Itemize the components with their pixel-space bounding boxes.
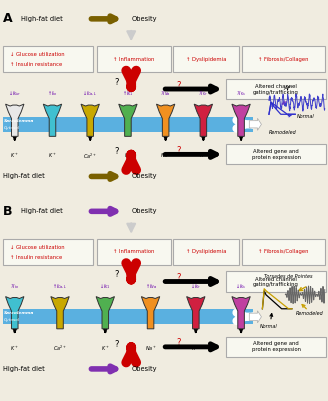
Bar (226, 79, 326, 99)
Text: $K^+$: $K^+$ (124, 152, 132, 160)
Bar (242, 239, 325, 265)
Text: High-fat diet: High-fat diet (21, 209, 63, 214)
Text: Cytosol: Cytosol (4, 318, 20, 322)
Text: ?: ? (176, 273, 181, 282)
Polygon shape (141, 297, 160, 329)
Polygon shape (81, 104, 99, 136)
Bar (173, 46, 239, 72)
Text: $Ca^{2+}$: $Ca^{2+}$ (53, 344, 67, 353)
Polygon shape (232, 104, 250, 136)
FancyArrow shape (249, 311, 261, 323)
Text: $K^+$: $K^+$ (192, 344, 200, 353)
Text: ?$I_{Kr}$: ?$I_{Kr}$ (198, 89, 208, 98)
Text: $Na^+$: $Na^+$ (160, 152, 172, 160)
Bar (226, 144, 326, 164)
Text: High-fat diet: High-fat diet (3, 366, 45, 372)
Bar (97, 46, 171, 72)
Text: Sarcolemma: Sarcolemma (4, 312, 34, 316)
Text: Obesity: Obesity (131, 209, 157, 214)
Bar (3, 239, 93, 265)
Text: ↑$I_{to}$: ↑$I_{to}$ (47, 89, 58, 98)
Text: Torsades de Pointes: Torsades de Pointes (264, 274, 313, 279)
Text: High-fat diet: High-fat diet (3, 174, 45, 179)
Text: $K^+$: $K^+$ (199, 152, 208, 160)
Text: B: B (3, 205, 13, 218)
Text: ↓$I_{Ca,L}$: ↓$I_{Ca,L}$ (82, 90, 98, 98)
Polygon shape (96, 297, 114, 329)
Text: High-fat diet: High-fat diet (21, 16, 63, 22)
Text: $Ca^{2+}$: $Ca^{2+}$ (83, 152, 97, 161)
Text: ?: ? (176, 338, 181, 347)
Bar (242, 46, 325, 72)
Bar (3, 309, 253, 324)
Text: ↓ Glucose utilization: ↓ Glucose utilization (10, 52, 65, 57)
Text: ↓$I_{Kur}$: ↓$I_{Kur}$ (8, 89, 22, 98)
Text: $K^+$: $K^+$ (101, 344, 110, 353)
Text: ?: ? (114, 78, 119, 87)
Text: Remodeled: Remodeled (269, 130, 297, 135)
Bar (226, 337, 326, 357)
Polygon shape (6, 297, 24, 329)
Text: ?: ? (176, 81, 181, 89)
Polygon shape (119, 104, 137, 136)
Text: Altered gene and
protein expression: Altered gene and protein expression (252, 342, 301, 352)
Polygon shape (156, 104, 175, 136)
Text: ↑ Fibrosis/Collagen: ↑ Fibrosis/Collagen (258, 249, 309, 254)
Bar (3, 46, 93, 72)
Text: Remodeled: Remodeled (296, 311, 324, 316)
Text: ↓$I_{Kr}$: ↓$I_{Kr}$ (190, 282, 201, 291)
Polygon shape (6, 104, 24, 136)
Text: ?: ? (176, 146, 181, 155)
Text: Altered channel
gating/trafficking: Altered channel gating/trafficking (253, 277, 299, 287)
Text: ?: ? (114, 270, 119, 279)
Polygon shape (194, 104, 213, 136)
Bar (226, 271, 326, 292)
Text: $Na^+$: $Na^+$ (145, 344, 156, 353)
Text: ↑$I_{K1}$: ↑$I_{K1}$ (122, 89, 134, 98)
Text: Obesity: Obesity (131, 366, 157, 372)
Polygon shape (51, 297, 69, 329)
Text: AF: AF (283, 86, 291, 91)
Bar (173, 239, 239, 265)
Text: ?: ? (114, 147, 119, 156)
Text: Obesity: Obesity (131, 174, 157, 179)
Bar (97, 239, 171, 265)
Text: $K^+$: $K^+$ (237, 152, 245, 160)
Text: Cytosol: Cytosol (4, 126, 20, 130)
Bar (3, 117, 253, 132)
Text: ↑ Insulin resistance: ↑ Insulin resistance (10, 63, 62, 67)
Text: $K^+$: $K^+$ (10, 152, 19, 160)
Text: Normal: Normal (297, 114, 315, 119)
Text: ↑$I_{Ca,L}$: ↑$I_{Ca,L}$ (52, 283, 68, 291)
Text: ↓ Glucose utilization: ↓ Glucose utilization (10, 245, 65, 250)
Text: Obesity: Obesity (131, 16, 157, 22)
Text: ↑ Dyslipidemia: ↑ Dyslipidemia (186, 57, 227, 62)
Text: Normal: Normal (260, 324, 278, 329)
Text: ?$I_{Na}$: ?$I_{Na}$ (160, 89, 171, 98)
Text: ?: ? (114, 340, 119, 348)
Text: $K^+$: $K^+$ (237, 344, 245, 353)
Text: Sarcolemma: Sarcolemma (4, 119, 34, 123)
Text: ↑ Inflammation: ↑ Inflammation (113, 57, 154, 62)
Text: ↑ Dyslipidemia: ↑ Dyslipidemia (186, 249, 227, 254)
Text: Altered channel
gating/trafficking: Altered channel gating/trafficking (253, 84, 299, 95)
Text: $K^+$: $K^+$ (48, 152, 57, 160)
Text: ?$I_{to}$: ?$I_{to}$ (10, 282, 19, 291)
Polygon shape (187, 297, 205, 329)
Text: ↑ Inflammation: ↑ Inflammation (113, 249, 154, 254)
Text: A: A (3, 12, 13, 25)
FancyArrow shape (249, 118, 261, 130)
Text: ↓$I_{K1}$: ↓$I_{K1}$ (99, 282, 111, 291)
Text: ↑$I_{Na}$: ↑$I_{Na}$ (145, 282, 156, 291)
Polygon shape (43, 104, 62, 136)
Text: ?$I_{Ks}$: ?$I_{Ks}$ (236, 89, 246, 98)
Text: ↑ Fibrosis/Collagen: ↑ Fibrosis/Collagen (258, 57, 309, 62)
Text: ↓$I_{Ks}$: ↓$I_{Ks}$ (236, 282, 247, 291)
Text: $K^+$: $K^+$ (10, 344, 19, 353)
Text: Altered gene and
protein expression: Altered gene and protein expression (252, 149, 301, 160)
Text: ↑ Insulin resistance: ↑ Insulin resistance (10, 255, 62, 260)
Polygon shape (232, 297, 250, 329)
